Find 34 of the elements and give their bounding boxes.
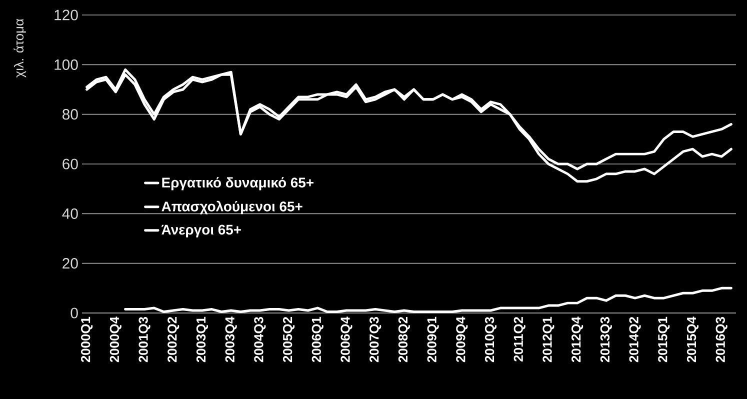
x-tick-label: 2005Q2 bbox=[282, 317, 295, 362]
legend-label: Εργατικό δυναμικό 65+ bbox=[162, 177, 314, 190]
x-tick-label: 2003Q4 bbox=[225, 316, 237, 362]
x-tick-label: 2009Q1 bbox=[427, 316, 439, 362]
y-tick-label: 120 bbox=[54, 10, 78, 20]
y-tick-label: 100 bbox=[54, 59, 78, 70]
y-tick-label: 80 bbox=[62, 109, 78, 120]
y-tick-label: 0 bbox=[70, 308, 78, 318]
x-tick-label: 2008Q2 bbox=[398, 317, 410, 362]
x-tick-label: 2000Q4 bbox=[110, 316, 122, 362]
y-tick-label: 40 bbox=[62, 208, 78, 219]
x-tick-label: 2007Q3 bbox=[370, 316, 382, 362]
x-tick-label: 2003Q1 bbox=[196, 316, 208, 362]
x-tick-label: 2015Q1 bbox=[658, 316, 670, 362]
x-tick-label: 2015Q4 bbox=[686, 316, 699, 362]
y-tick-label: 20 bbox=[62, 258, 78, 269]
x-tick-label: 2012Q1 bbox=[542, 316, 554, 362]
x-tick-label: 2000Q1 bbox=[81, 316, 93, 362]
x-tick-label: 2012Q4 bbox=[572, 316, 584, 362]
x-tick-label: 2006Q1 bbox=[312, 316, 324, 362]
legend-label: Απασχολούμενοι 65+ bbox=[162, 200, 302, 214]
x-tick-label: 2014Q2 bbox=[629, 317, 641, 362]
x-tick-label: 2006Q4 bbox=[340, 316, 352, 362]
x-tick-label: 2009Q4 bbox=[456, 316, 468, 362]
x-tick-label: 2010Q3 bbox=[484, 316, 497, 362]
x-tick-label: 2002Q2 bbox=[168, 317, 180, 362]
y-axis-title: χιλ. άτομα bbox=[14, 18, 26, 78]
x-tick-label: 2004Q3 bbox=[254, 316, 266, 362]
x-tick-label: 2011Q2 bbox=[514, 317, 526, 362]
x-tick-label: 2013Q3 bbox=[600, 316, 612, 362]
x-tick-label: 2001Q3 bbox=[138, 316, 150, 362]
x-tick-label: 2016Q3 bbox=[716, 316, 728, 362]
legend-label: Άνεργοι 65+ bbox=[162, 224, 241, 238]
y-tick-label: 60 bbox=[62, 158, 78, 170]
